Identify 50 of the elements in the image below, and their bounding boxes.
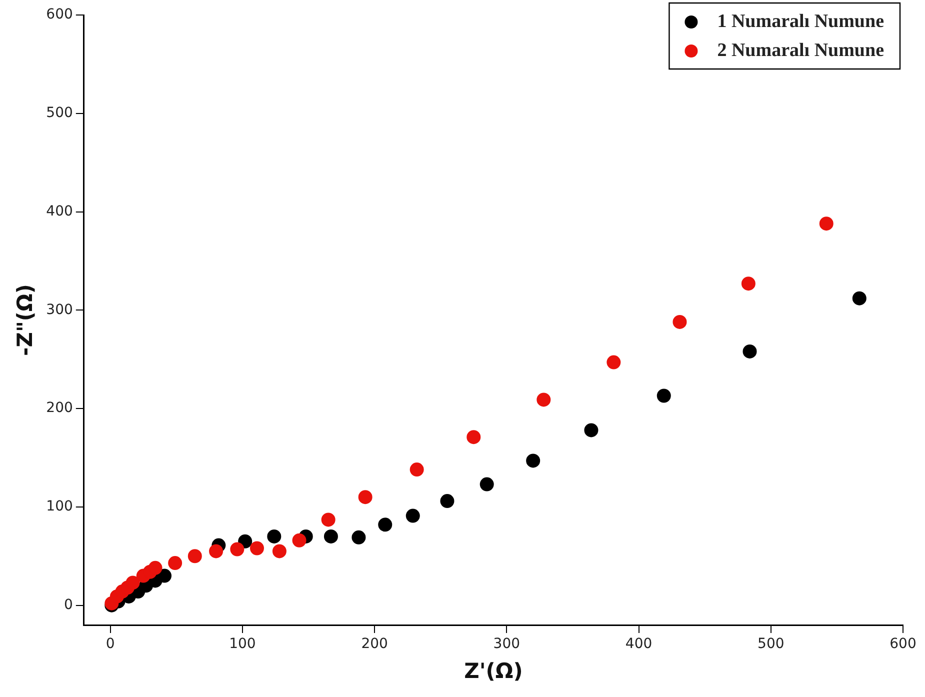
point xyxy=(238,534,252,548)
point xyxy=(209,544,224,558)
y-tick-label: 0 xyxy=(64,596,73,613)
x-axis-title: Z'(Ω) xyxy=(464,658,523,683)
point xyxy=(188,549,202,564)
legend-label: 2 Numaralı Numune xyxy=(717,40,884,61)
point xyxy=(741,276,756,291)
point xyxy=(466,430,481,444)
point xyxy=(168,556,182,570)
y-tick-label: 400 xyxy=(46,203,73,220)
point xyxy=(584,423,598,438)
point xyxy=(292,533,306,548)
x-tick-label: 500 xyxy=(758,636,784,652)
point xyxy=(250,541,264,556)
point xyxy=(324,529,338,544)
point xyxy=(126,576,140,590)
point xyxy=(358,490,372,504)
point xyxy=(158,568,172,583)
point xyxy=(480,477,494,492)
point xyxy=(410,462,424,477)
y-tick-label: 300 xyxy=(46,302,73,318)
point xyxy=(742,344,757,358)
point xyxy=(272,544,286,558)
point xyxy=(230,542,244,556)
y-tick-label: 500 xyxy=(46,105,73,122)
point xyxy=(672,314,687,329)
point xyxy=(656,388,671,403)
point xyxy=(378,518,392,532)
point xyxy=(406,508,420,523)
y-axis-title: -Z"(Ω) xyxy=(13,284,38,356)
x-tick-label: 300 xyxy=(493,636,520,652)
y-tick-label: 200 xyxy=(46,400,73,416)
point xyxy=(526,454,540,468)
point xyxy=(440,494,454,508)
x-tick-label: 100 xyxy=(229,636,256,652)
y-tick-label: 100 xyxy=(46,498,73,515)
point xyxy=(536,392,551,407)
point xyxy=(606,355,621,370)
x-tick-label: 0 xyxy=(106,636,115,652)
x-tick-label: 600 xyxy=(890,636,916,652)
point xyxy=(352,530,366,544)
point xyxy=(267,529,282,544)
point xyxy=(148,560,162,575)
point xyxy=(852,291,866,306)
point xyxy=(819,216,834,231)
x-tick-label: 200 xyxy=(361,636,388,652)
legend-label: 1 Numaralı Numune xyxy=(717,10,884,32)
x-tick-label: 400 xyxy=(625,636,652,652)
point xyxy=(321,512,336,527)
y-tick-label: 600 xyxy=(46,6,73,23)
